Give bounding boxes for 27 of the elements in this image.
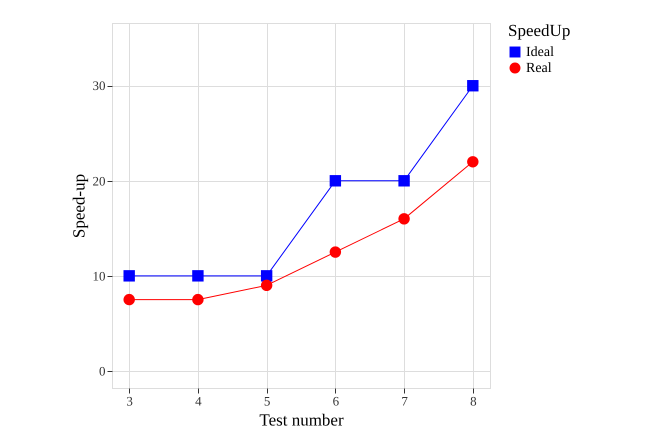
y-tick-label: 0 xyxy=(99,363,106,378)
y-tick-label: 20 xyxy=(92,173,106,188)
point xyxy=(467,156,479,168)
point xyxy=(330,175,342,186)
x-tick-label: 6 xyxy=(332,394,340,408)
point xyxy=(467,80,479,92)
legend-label: Real xyxy=(526,61,552,76)
x-tick-label: 8 xyxy=(470,394,477,408)
point xyxy=(330,246,342,258)
point xyxy=(192,294,204,306)
x-axis-title: Test number xyxy=(259,410,344,430)
point xyxy=(123,270,135,282)
x-tick-label: 5 xyxy=(264,394,270,408)
y-axis-title: Speed-up xyxy=(70,174,88,238)
x-tick-label: 4 xyxy=(195,394,202,408)
point xyxy=(398,175,410,186)
y-tick-label: 30 xyxy=(92,78,106,94)
x-tick-label: 7 xyxy=(401,394,408,408)
point xyxy=(192,270,204,282)
y-tick-label: 10 xyxy=(92,268,106,284)
point xyxy=(260,270,272,282)
legend-title: SpeedUp xyxy=(508,21,570,40)
legend-label: Ideal xyxy=(526,45,554,60)
point xyxy=(260,280,272,292)
x-tick-label: 3 xyxy=(126,394,133,408)
point xyxy=(398,213,410,224)
point xyxy=(123,294,135,306)
